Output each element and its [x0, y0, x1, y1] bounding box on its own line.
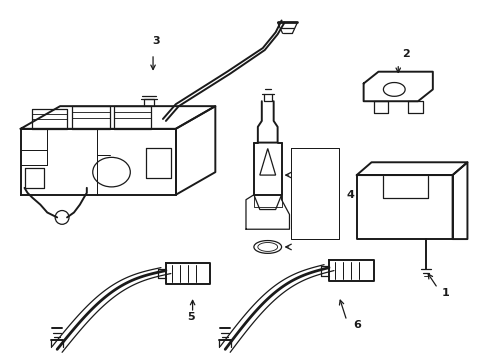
Text: 5: 5 [186, 312, 194, 322]
Text: 1: 1 [441, 288, 448, 298]
Text: 4: 4 [346, 190, 354, 200]
Text: 6: 6 [352, 320, 360, 330]
Text: 3: 3 [152, 36, 160, 46]
Text: 2: 2 [402, 49, 409, 59]
